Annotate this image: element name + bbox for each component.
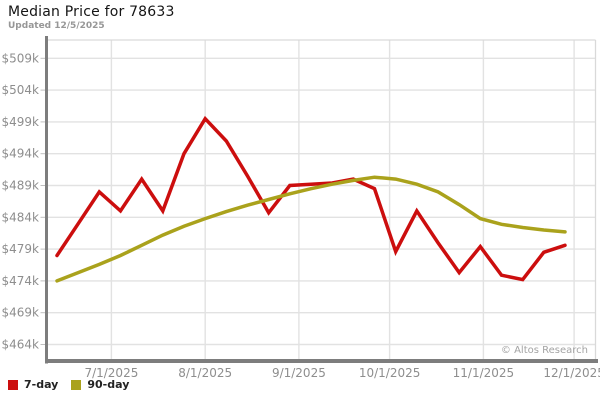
x-axis-label: 11/1/2025 [453,366,515,380]
series-line-7-day [55,115,567,282]
x-axis-label: 7/1/2025 [84,366,138,380]
y-axis-label: $479k [2,242,40,256]
y-axis-label: $504k [2,83,40,97]
y-axis-label: $499k [2,115,40,129]
y-axis-label: $489k [2,179,40,193]
legend-label-7day: 7-day [24,378,59,391]
y-axis-label: $484k [2,210,40,224]
x-axis-bar [45,359,598,363]
y-axis-label: $494k [2,147,40,161]
updated-date: Updated 12/5/2025 [8,21,105,31]
page-title: Median Price for 78633 [8,4,175,20]
y-axis-label: $474k [2,274,40,288]
x-axis-label: 9/1/2025 [272,366,326,380]
y-axis-bar [45,36,48,364]
legend: 7-day 90-day [8,379,142,391]
x-axis-label: 8/1/2025 [178,366,232,380]
x-axis-label: 12/1/2025 [543,366,600,380]
y-axis-label: $469k [2,306,40,320]
y-axis-label: $464k [2,338,40,352]
legend-swatch-7day-icon [8,380,18,390]
series-line-90-day [55,175,567,283]
legend-swatch-90day-icon [71,380,82,390]
altos-research-watermark: © Altos Research [500,345,588,356]
legend-label-90day: 90-day [87,378,130,391]
y-axis-label: $509k [2,51,40,65]
x-axis-label: 10/1/2025 [359,366,421,380]
